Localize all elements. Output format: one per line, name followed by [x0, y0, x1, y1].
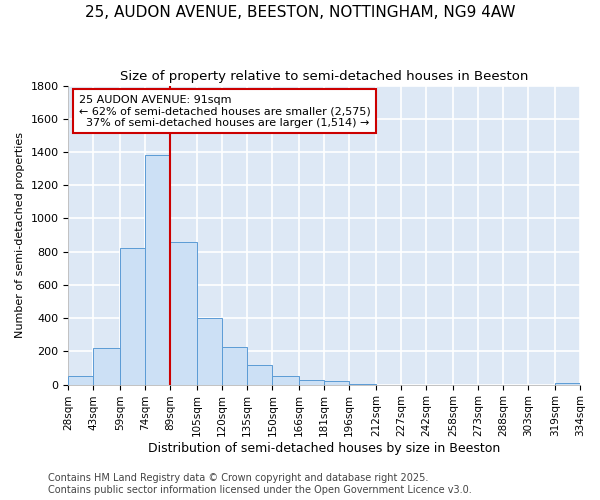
Text: 25 AUDON AVENUE: 91sqm
← 62% of semi-detached houses are smaller (2,575)
  37% o: 25 AUDON AVENUE: 91sqm ← 62% of semi-det…: [79, 94, 370, 128]
Bar: [94, 348, 120, 385]
Bar: [68, 376, 94, 384]
Bar: [247, 366, 272, 384]
Bar: [299, 380, 324, 384]
Bar: [555, 383, 580, 384]
Title: Size of property relative to semi-detached houses in Beeston: Size of property relative to semi-detach…: [120, 70, 529, 83]
Y-axis label: Number of semi-detached properties: Number of semi-detached properties: [15, 132, 25, 338]
Text: Contains HM Land Registry data © Crown copyright and database right 2025.
Contai: Contains HM Land Registry data © Crown c…: [48, 474, 472, 495]
Bar: [324, 382, 349, 384]
Bar: [145, 156, 170, 384]
Bar: [197, 318, 222, 384]
X-axis label: Distribution of semi-detached houses by size in Beeston: Distribution of semi-detached houses by …: [148, 442, 500, 455]
Bar: [222, 347, 247, 385]
Bar: [272, 376, 299, 384]
Text: 25, AUDON AVENUE, BEESTON, NOTTINGHAM, NG9 4AW: 25, AUDON AVENUE, BEESTON, NOTTINGHAM, N…: [85, 5, 515, 20]
Bar: [170, 242, 197, 384]
Bar: [120, 248, 145, 384]
